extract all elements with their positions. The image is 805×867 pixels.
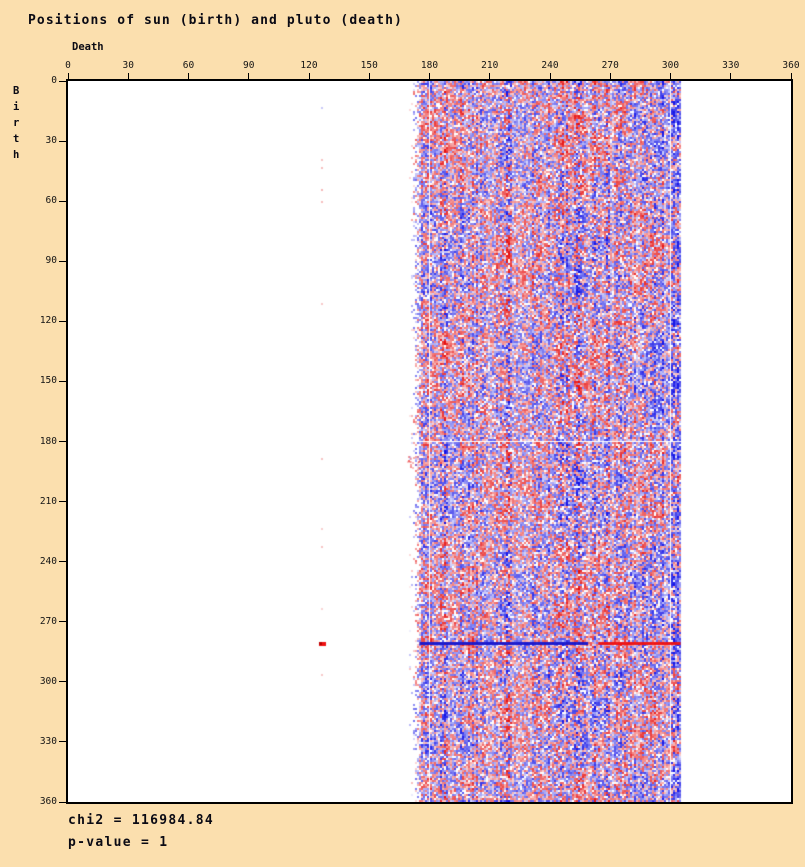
x-tick-label: 30 bbox=[122, 60, 134, 71]
x-tick-mark bbox=[67, 73, 69, 80]
y-tick-label: 0 bbox=[51, 75, 57, 86]
x-tick-label: 90 bbox=[243, 60, 255, 71]
x-tick-label: 120 bbox=[300, 60, 318, 71]
x-axis-title-death: Death bbox=[72, 41, 104, 53]
y-tick-mark bbox=[59, 260, 66, 262]
x-tick-mark bbox=[670, 73, 671, 80]
y-tick-mark bbox=[59, 741, 66, 743]
y-tick-label: 120 bbox=[39, 315, 57, 327]
x-tick-mark bbox=[429, 73, 430, 80]
x-tick-label: 360 bbox=[782, 60, 800, 71]
x-tick-label: 300 bbox=[661, 60, 680, 71]
p-value: p-value = 1 bbox=[68, 835, 169, 850]
x-tick-mark bbox=[489, 73, 491, 80]
y-tick-mark bbox=[59, 441, 66, 442]
y-tick-mark bbox=[59, 80, 66, 82]
x-tick-label: 0 bbox=[65, 60, 71, 71]
y-tick-label: 330 bbox=[39, 735, 57, 747]
x-tick-label: 270 bbox=[601, 60, 619, 71]
y-axis-title-birth: Birth bbox=[13, 85, 20, 161]
y-tick-label: 360 bbox=[39, 796, 57, 807]
y-tick-label: 90 bbox=[45, 255, 57, 267]
y-tick-mark bbox=[59, 380, 66, 382]
y-tick-mark bbox=[59, 200, 66, 202]
y-tick-mark bbox=[59, 320, 66, 322]
y-tick-label: 270 bbox=[39, 615, 57, 627]
x-tick-mark bbox=[609, 73, 611, 80]
y-tick-mark bbox=[59, 681, 66, 683]
y-tick-label: 180 bbox=[39, 435, 57, 447]
y-tick-label: 300 bbox=[39, 675, 57, 687]
y-tick-label: 60 bbox=[45, 195, 57, 207]
chi2-value: chi2 = 116984.84 bbox=[68, 813, 215, 828]
x-tick-mark bbox=[368, 73, 370, 80]
x-tick-mark bbox=[308, 73, 310, 80]
x-tick-label: 180 bbox=[420, 60, 439, 71]
y-tick-mark bbox=[59, 140, 66, 142]
x-tick-mark bbox=[549, 73, 551, 80]
x-tick-mark bbox=[127, 73, 129, 80]
x-tick-label: 210 bbox=[481, 60, 499, 71]
y-tick-label: 210 bbox=[39, 495, 57, 507]
chart-title: Positions of sun (birth) and pluto (deat… bbox=[28, 13, 403, 28]
x-tick-label: 240 bbox=[541, 60, 559, 71]
x-tick-mark bbox=[248, 73, 250, 80]
x-tick-mark bbox=[790, 73, 792, 80]
y-tick-mark bbox=[59, 801, 66, 803]
y-tick-label: 150 bbox=[39, 375, 57, 387]
x-tick-label: 150 bbox=[360, 60, 378, 71]
x-tick-mark bbox=[730, 73, 732, 80]
y-tick-mark bbox=[59, 561, 66, 563]
x-tick-mark bbox=[188, 73, 189, 80]
y-tick-label: 240 bbox=[39, 555, 57, 567]
y-tick-label: 30 bbox=[45, 135, 57, 147]
y-tick-mark bbox=[59, 501, 66, 503]
heatmap-canvas bbox=[68, 81, 791, 802]
y-tick-mark bbox=[59, 621, 66, 623]
x-tick-label: 60 bbox=[182, 60, 195, 71]
x-tick-label: 330 bbox=[722, 60, 740, 71]
